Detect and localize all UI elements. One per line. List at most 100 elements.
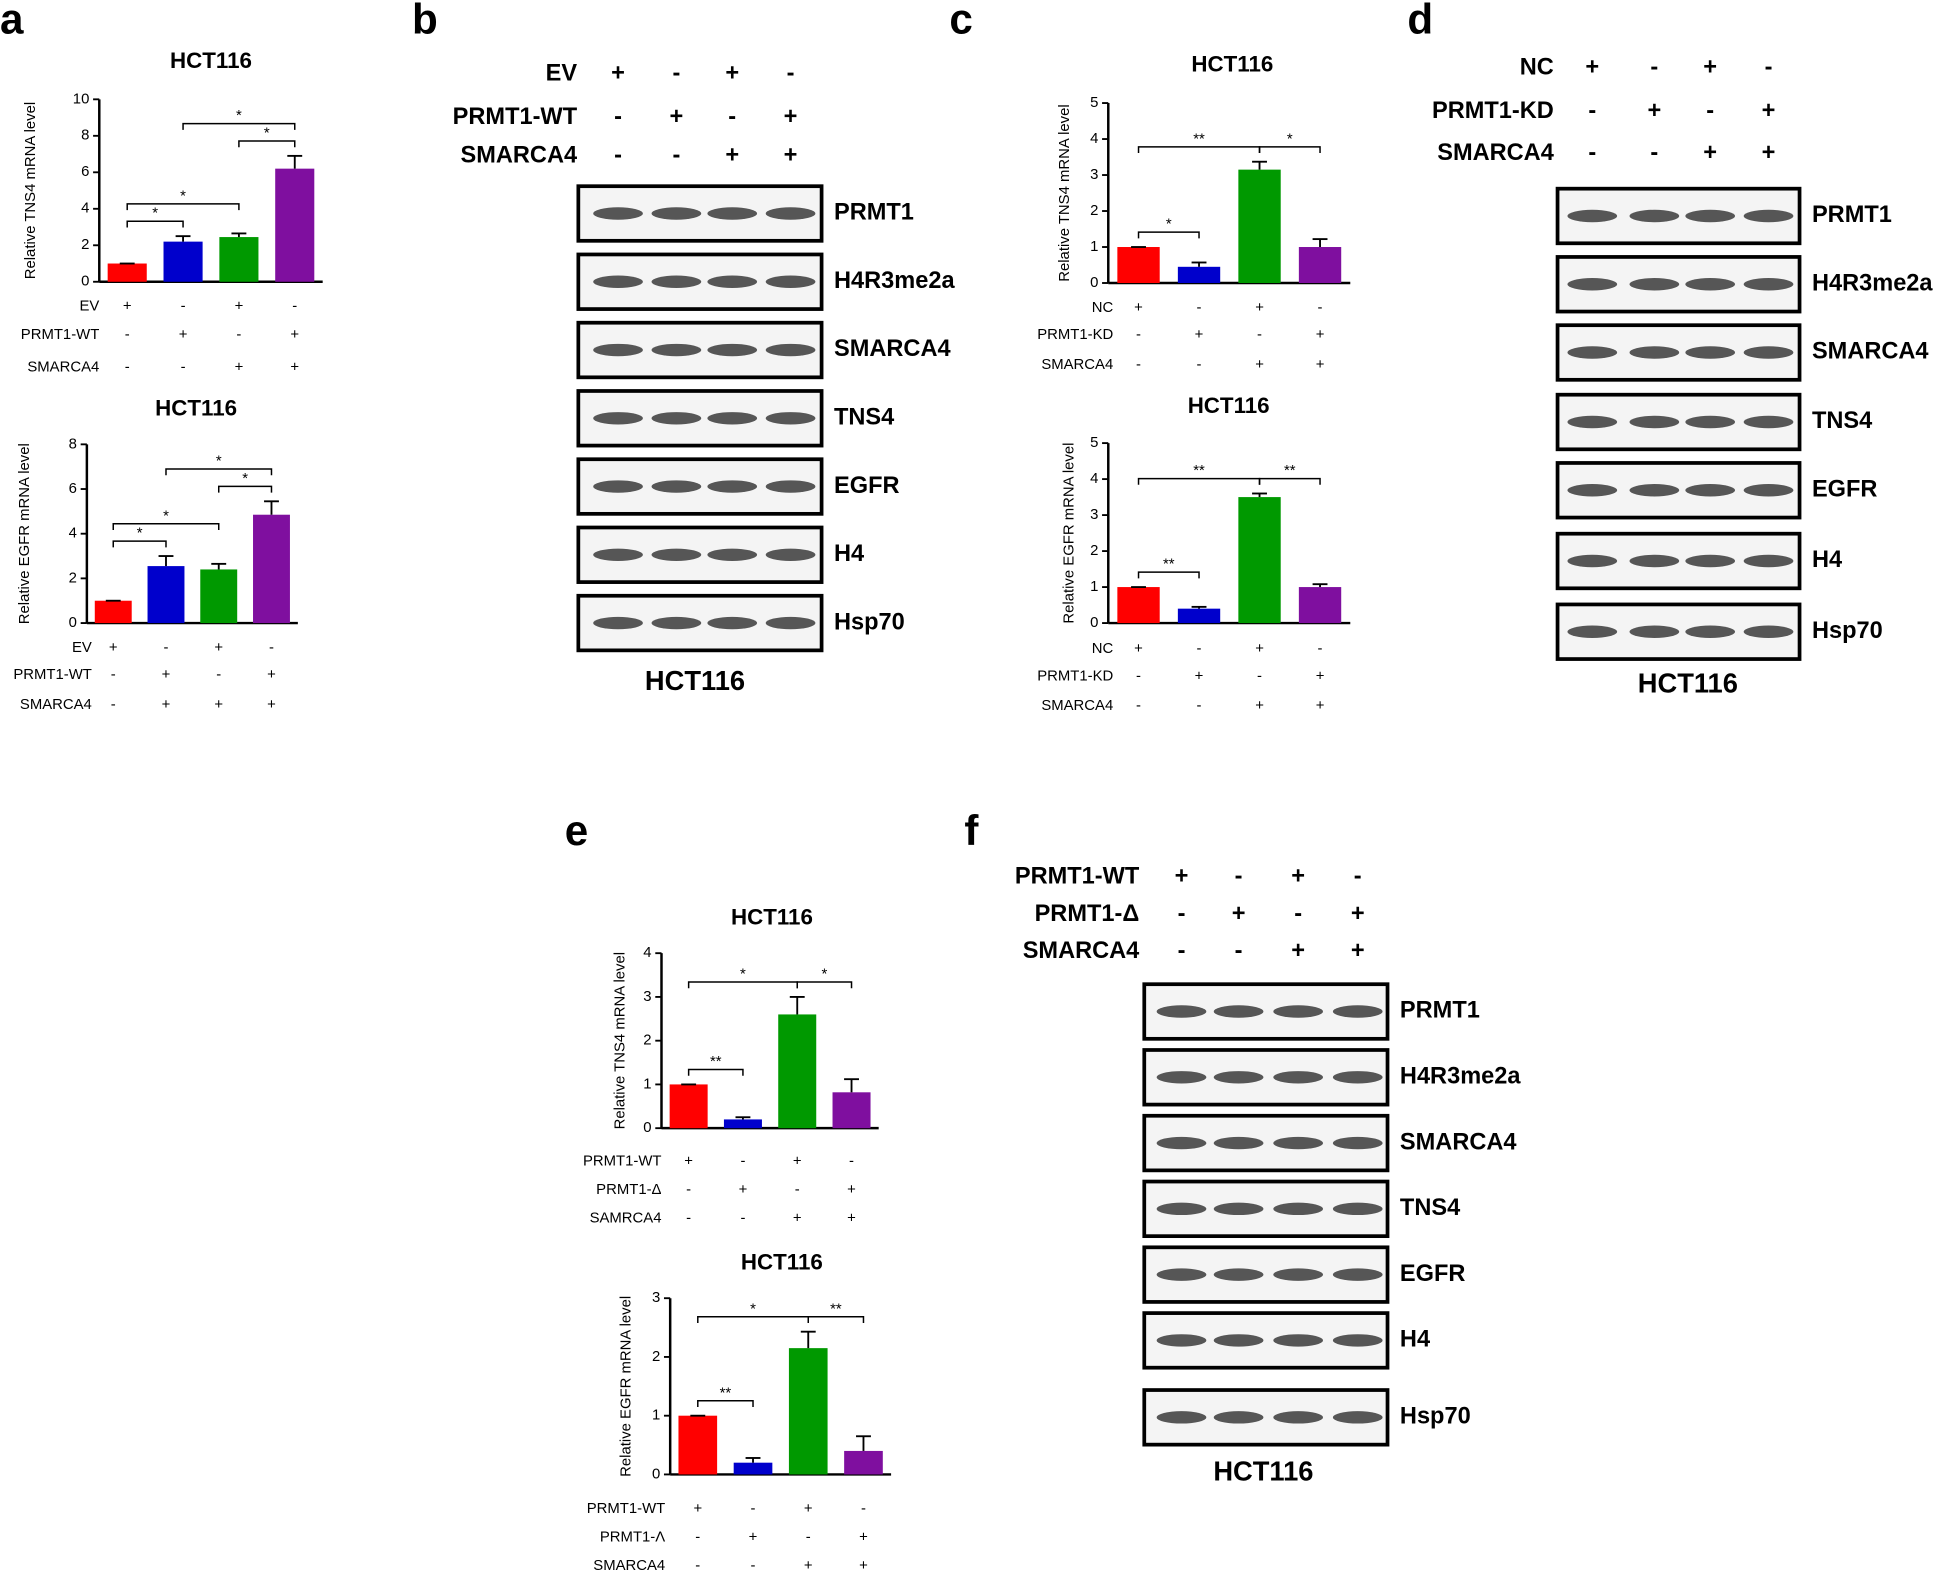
significance-bracket [1258, 477, 1321, 485]
significance-bracket [807, 1316, 865, 1323]
condition-sign: + [1255, 300, 1264, 316]
condition-sign: + [1195, 668, 1204, 684]
condition-sign: + [1762, 97, 1776, 123]
significance-bracket [165, 468, 273, 476]
blot-band [765, 616, 816, 630]
condition-sign: + [290, 327, 299, 343]
y-axis-label: Relative TNS4 mRNA level [612, 952, 628, 1129]
condition-sign: - [795, 1182, 800, 1198]
blot-band [1743, 625, 1794, 638]
blot-band [1156, 1136, 1207, 1150]
blot-band [651, 207, 702, 220]
band-label: TNS4 [1812, 407, 1872, 433]
bar [844, 1450, 883, 1475]
blot-band [651, 275, 702, 288]
panel-label: d [1407, 0, 1433, 43]
y-tick-label: 5 [1090, 95, 1098, 111]
condition-sign: + [179, 327, 188, 343]
condition-sign: - [740, 1154, 745, 1170]
condition-sign: + [1255, 698, 1264, 714]
cell-line-label: HCT116 [645, 665, 745, 696]
blot-band [1273, 1136, 1323, 1150]
bar [147, 566, 185, 624]
band-label: PRMT1 [1812, 201, 1892, 227]
blot-band [707, 480, 758, 493]
significance-bracket [1137, 146, 1261, 154]
bar [678, 1415, 718, 1475]
band-label: H4R3me2a [1400, 1063, 1521, 1089]
blot-band [1156, 1071, 1207, 1084]
condition-label: PRMT1-KD [1037, 668, 1113, 684]
blot-band [1213, 1411, 1264, 1424]
significance-bracket [126, 220, 184, 228]
y-tick-label: 4 [643, 945, 651, 961]
y-axis-label: Relative EGFR mRNA level [17, 443, 33, 624]
blot-band [1685, 625, 1736, 638]
condition-sign: - [1318, 300, 1323, 316]
condition-label: PRMT1-WT [21, 327, 99, 343]
blot-band [1685, 554, 1736, 568]
condition-sign: + [784, 142, 798, 168]
chart-title: HCT116 [1188, 393, 1270, 418]
blot-band [1629, 625, 1680, 638]
condition-sign: - [1318, 641, 1323, 657]
condition-sign: + [235, 359, 244, 375]
y-tick-label: 10 [73, 91, 90, 107]
condition-sign: - [672, 142, 680, 168]
blot-band [707, 207, 758, 220]
blot-band [1685, 209, 1736, 223]
blot-band [1273, 1071, 1323, 1084]
condition-sign: - [686, 1182, 691, 1198]
significance-bracket [217, 485, 273, 493]
y-tick-label: 1 [1090, 579, 1098, 595]
significance-label: ** [830, 1301, 842, 1317]
blot-band [1332, 1071, 1383, 1084]
blot-band [1273, 1334, 1323, 1347]
blot-band [1156, 1202, 1207, 1216]
condition-label: SMARCA4 [1041, 698, 1113, 714]
band-label: EGFR [1400, 1260, 1466, 1286]
condition-label: NC [1092, 641, 1114, 657]
significance-bracket [687, 1068, 744, 1076]
condition-sign: - [1197, 641, 1202, 657]
condition-sign: + [1195, 327, 1204, 343]
blot-band [1743, 346, 1794, 359]
condition-sign: + [290, 359, 299, 375]
significance-label: * [180, 188, 186, 204]
blot-band [765, 275, 816, 288]
blot-band [707, 548, 758, 562]
band-label: H4 [1400, 1326, 1430, 1352]
condition-label: PRMT1-WT [453, 103, 578, 129]
condition-label: PRMT1-WT [13, 667, 92, 683]
condition-label: SMARCA4 [27, 359, 99, 375]
y-tick-label: 1 [643, 1076, 651, 1092]
y-tick-label: 0 [652, 1466, 660, 1482]
condition-sign: - [806, 1530, 811, 1546]
significance-label: ** [1193, 131, 1205, 147]
bar [200, 569, 238, 624]
bar [1177, 608, 1221, 624]
significance-label: * [740, 967, 746, 983]
blot-band [651, 616, 702, 630]
bar [669, 1084, 708, 1129]
condition-sign: + [669, 103, 683, 129]
blot-band [1332, 1334, 1383, 1347]
condition-label: SMARCA4 [461, 142, 578, 168]
condition-label: SAMRCA4 [590, 1211, 662, 1227]
blot-band [1273, 1202, 1323, 1216]
y-tick-label: 2 [1090, 203, 1098, 219]
panel-label: e [565, 807, 588, 854]
condition-sign: - [1235, 937, 1243, 963]
blot-band [1213, 1136, 1264, 1150]
blot-band [707, 412, 758, 425]
panel-label: b [412, 0, 438, 43]
blot-band [707, 616, 758, 630]
condition-label: PRMT1-Λ [600, 1530, 665, 1546]
condition-sign: + [1703, 139, 1717, 165]
condition-sign: + [1291, 863, 1305, 889]
condition-sign: + [793, 1154, 802, 1170]
condition-sign: + [749, 1530, 758, 1546]
blot-band [1567, 415, 1618, 429]
significance-label: ** [1163, 557, 1175, 573]
